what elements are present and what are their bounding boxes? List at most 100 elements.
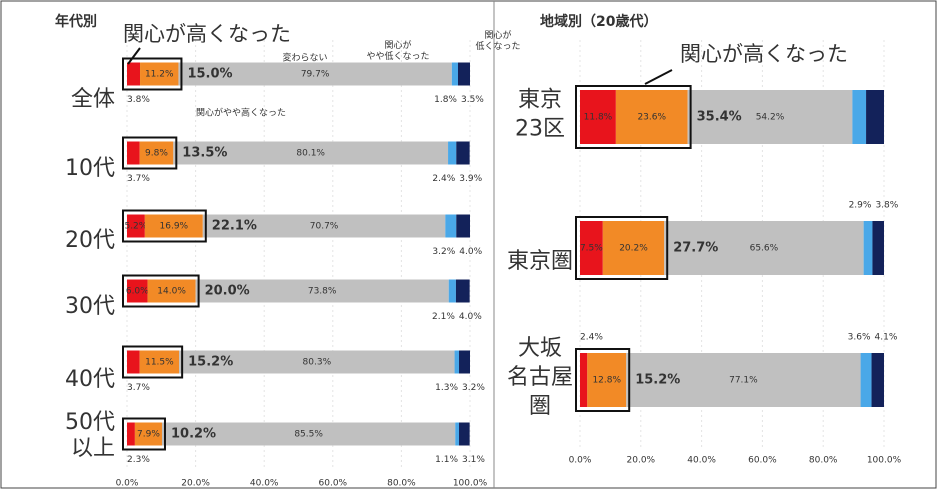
category-label: 名古屋: [507, 365, 573, 390]
bar-segment: [202, 214, 446, 238]
bar-segment: [448, 279, 456, 303]
bar-segment: [863, 221, 873, 275]
bar-segment: [871, 353, 884, 407]
x-tick-label: 40.0%: [687, 456, 716, 466]
x-tick-label: 20.0%: [181, 479, 210, 489]
highlight-box: [122, 57, 183, 91]
category-label: 全体: [71, 87, 115, 112]
bar-segment: [127, 350, 140, 374]
bar-segment: [144, 214, 203, 238]
bar-segment: [602, 221, 665, 275]
value-label: 5.2%: [124, 222, 147, 232]
value-label: 3.8%: [127, 95, 150, 105]
legend-label: 関心がやや低くなった: [366, 39, 429, 62]
bar-segment: [580, 221, 603, 275]
x-tick-label: 60.0%: [748, 456, 777, 466]
highlight-box: [122, 345, 184, 379]
bar-segment: [134, 422, 162, 446]
bar-segment: [866, 90, 884, 144]
bar-segment: [448, 141, 457, 165]
highlight-box: [575, 85, 692, 149]
value-label: 11.5%: [145, 358, 174, 368]
category-label: 以上: [71, 436, 115, 461]
category-label: 20代: [65, 228, 115, 253]
value-label: 70.7%: [310, 222, 339, 232]
bar-segment: [454, 350, 460, 374]
category-label: 10代: [65, 156, 115, 181]
value-label: 3.6%: [848, 333, 871, 343]
bar-segment: [456, 141, 470, 165]
value-label: 3.1%: [462, 455, 485, 465]
annotation: 関心が高くなった: [680, 42, 848, 66]
value-label: 16.9%: [160, 222, 189, 232]
value-label: 11.8%: [584, 113, 613, 123]
bar-segment: [664, 221, 864, 275]
chart-title: 地域別（20歳代）: [540, 13, 657, 30]
bar-segment: [127, 279, 148, 303]
annotation-line: [644, 69, 673, 85]
value-label: 3.2%: [432, 247, 455, 257]
total-label: 35.4%: [697, 110, 742, 125]
value-label: 1.3%: [435, 383, 458, 393]
value-label: 2.4%: [580, 333, 603, 343]
bar-segment: [587, 353, 627, 407]
total-label: 15.2%: [635, 373, 680, 388]
highlight-box: [122, 136, 178, 170]
bar-segment: [852, 90, 867, 144]
value-label: 4.1%: [875, 333, 898, 343]
bar-segment: [457, 62, 470, 86]
bar-segment: [127, 214, 145, 238]
bar-segment: [173, 141, 449, 165]
chart-title: 年代別: [55, 13, 97, 30]
x-tick-label: 80.0%: [387, 479, 416, 489]
bar-segment: [161, 422, 456, 446]
category-label: 大坂: [518, 336, 562, 361]
value-label: 6.0%: [126, 287, 149, 297]
total-label: 20.0%: [205, 284, 250, 299]
bar-segment: [455, 279, 470, 303]
total-label: 22.1%: [212, 219, 257, 234]
value-label: 54.2%: [756, 113, 785, 123]
total-label: 27.7%: [673, 241, 718, 256]
value-label: 3.7%: [127, 174, 150, 184]
bar-segment: [626, 353, 861, 407]
value-label: 80.1%: [296, 149, 325, 159]
bar-segment: [195, 279, 449, 303]
value-label: 12.8%: [592, 376, 621, 386]
bar-segment: [139, 141, 174, 165]
bar-segment: [459, 350, 470, 374]
bar-segment: [860, 353, 872, 407]
total-label: 15.0%: [187, 67, 232, 82]
x-tick-label: 60.0%: [319, 479, 348, 489]
x-tick-label: 0.0%: [569, 456, 592, 466]
bar-segment: [455, 422, 460, 446]
highlight-box: [122, 274, 200, 308]
value-label: 2.9%: [849, 201, 872, 211]
x-tick-label: 20.0%: [627, 456, 656, 466]
bar-segment: [580, 353, 588, 407]
value-label: 1.8%: [434, 95, 457, 105]
total-label: 15.2%: [188, 355, 233, 370]
highlight-box: [575, 348, 631, 412]
x-tick-label: 0.0%: [116, 479, 139, 489]
bar-segment: [178, 62, 452, 86]
value-label: 3.2%: [462, 383, 485, 393]
bar-segment: [872, 221, 884, 275]
annotation: 関心が高くなった: [123, 22, 291, 46]
annotation-line: [127, 47, 141, 65]
category-label: 23区: [515, 117, 565, 142]
category-label: 東京圏: [507, 249, 573, 274]
value-label: 7.5%: [580, 244, 603, 254]
value-label: 3.8%: [875, 201, 898, 211]
legend-label: 関心がやや高くなった: [196, 107, 286, 119]
value-label: 65.6%: [750, 244, 779, 254]
bar-segment: [580, 90, 616, 144]
value-label: 2.3%: [127, 455, 150, 465]
value-label: 85.5%: [294, 430, 323, 440]
bar-segment: [456, 214, 470, 238]
value-label: 2.4%: [432, 174, 455, 184]
bar-segment: [127, 62, 141, 86]
total-label: 13.5%: [182, 146, 227, 161]
